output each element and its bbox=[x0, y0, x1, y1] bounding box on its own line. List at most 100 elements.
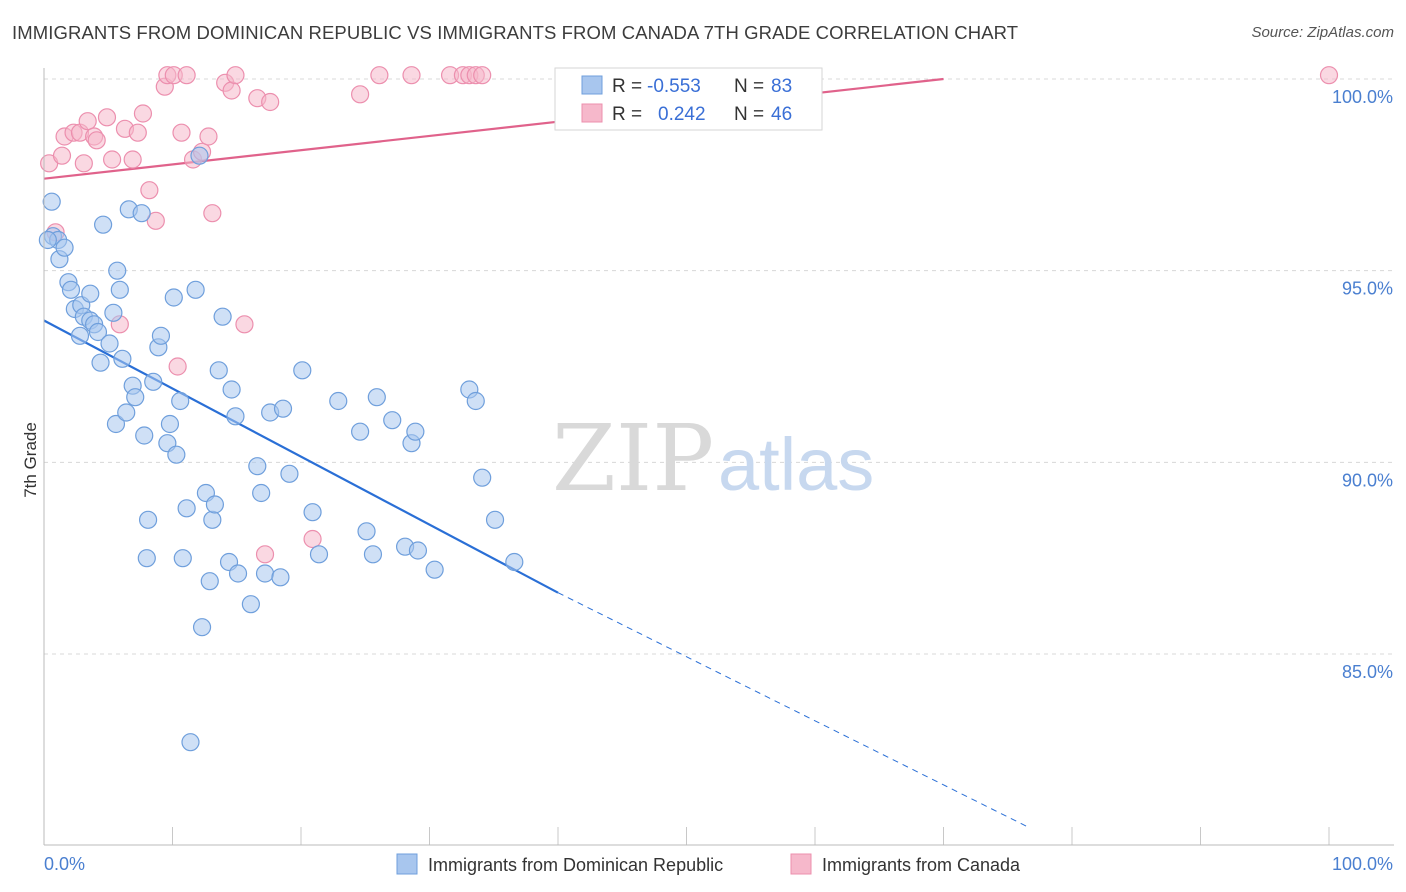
dominican-point bbox=[351, 422, 370, 441]
dominican-point bbox=[177, 499, 196, 518]
dominican-point bbox=[42, 192, 61, 211]
dominican-point bbox=[383, 411, 402, 430]
stats-swatch-blue bbox=[581, 75, 603, 95]
canada-point bbox=[203, 204, 222, 223]
watermark-atlas: atlas bbox=[718, 423, 874, 506]
x-tick-label-max: 100.0% bbox=[1332, 854, 1393, 874]
canada-point bbox=[261, 92, 280, 112]
canada-point bbox=[226, 66, 245, 85]
dominican-point bbox=[293, 361, 312, 380]
source-label: Source: ZipAtlas.com bbox=[1251, 24, 1394, 41]
dominican-point bbox=[171, 391, 190, 411]
canada-point bbox=[52, 146, 72, 165]
dominican-point bbox=[132, 204, 151, 223]
dominican-point bbox=[226, 407, 245, 426]
dominican-point bbox=[271, 568, 290, 587]
dominican-point bbox=[473, 468, 492, 487]
stats-n-label-1: N = bbox=[734, 76, 764, 97]
stats-n-value-2: 46 bbox=[771, 104, 792, 125]
dominican-point bbox=[192, 618, 212, 637]
canada-point bbox=[199, 127, 218, 146]
dominican-point bbox=[113, 349, 132, 368]
dominican-point bbox=[357, 522, 376, 541]
legend-label-canada: Immigrants from Canada bbox=[822, 855, 1021, 875]
legend: Immigrants from Dominican Republic Immig… bbox=[396, 853, 1021, 875]
dominican-point bbox=[151, 326, 171, 345]
dominican-point bbox=[363, 545, 383, 564]
trend-lines bbox=[43, 77, 1028, 827]
canada-point bbox=[146, 211, 165, 230]
stats-r-label-1: R = bbox=[612, 76, 642, 97]
dominican-point bbox=[91, 353, 110, 372]
stats-r-value-2: 0.242 bbox=[658, 104, 706, 125]
canada-point bbox=[402, 66, 421, 85]
canada-point bbox=[140, 181, 159, 200]
canada-point bbox=[103, 150, 122, 169]
dominican-point bbox=[61, 280, 81, 299]
dominican-point bbox=[273, 399, 293, 418]
canada-point bbox=[97, 108, 117, 127]
dominican-point bbox=[205, 495, 225, 514]
dominican-point bbox=[88, 322, 108, 342]
dominican-point bbox=[505, 552, 524, 572]
canada-point bbox=[1319, 66, 1339, 85]
canada-point bbox=[133, 104, 153, 123]
canada-point bbox=[235, 315, 254, 334]
dominican-point bbox=[104, 303, 123, 322]
dominican-point bbox=[309, 545, 329, 564]
dominican-point bbox=[144, 372, 163, 391]
y-tick-label: 90.0% bbox=[1342, 470, 1393, 490]
dominican-point bbox=[213, 307, 232, 326]
dominican-point bbox=[485, 510, 505, 529]
stats-r-value-1: -0.553 bbox=[647, 76, 701, 97]
chart-title: IMMIGRANTS FROM DOMINICAN REPUBLIC VS IM… bbox=[12, 22, 1019, 43]
dominican-point bbox=[110, 280, 129, 299]
canada-point bbox=[74, 154, 93, 173]
dominican-point bbox=[181, 733, 200, 752]
legend-swatch-canada bbox=[790, 853, 812, 875]
stats-n-label-2: N = bbox=[734, 104, 764, 125]
stats-box: R = -0.553 N = 83 R = 0.242 N = 46 bbox=[554, 67, 823, 131]
legend-label-dominican: Immigrants from Dominican Republic bbox=[428, 855, 723, 875]
legend-swatch-dominican bbox=[396, 853, 418, 875]
canada-point bbox=[351, 85, 370, 104]
canada-point bbox=[303, 529, 322, 549]
y-tick-label: 100.0% bbox=[1332, 87, 1393, 107]
dominican-point bbox=[241, 595, 260, 614]
dominican-point bbox=[255, 564, 275, 583]
canada-point bbox=[222, 81, 241, 100]
trend-line-dominican-extension bbox=[557, 592, 1028, 827]
watermark: ZIP atlas bbox=[552, 405, 874, 512]
y-tick-label: 95.0% bbox=[1342, 279, 1393, 299]
stats-n-value-1: 83 bbox=[771, 76, 792, 97]
dominican-point bbox=[406, 422, 425, 441]
dominican-point bbox=[135, 426, 154, 445]
dominican-point bbox=[106, 414, 126, 434]
dominican-point bbox=[173, 549, 192, 568]
y-tick-label: 85.0% bbox=[1342, 662, 1393, 682]
dominican-point bbox=[70, 326, 90, 345]
dominican-point bbox=[329, 391, 348, 411]
dominican-point bbox=[81, 284, 100, 303]
dominican-point bbox=[303, 503, 322, 522]
canada-point bbox=[177, 66, 196, 85]
dominican-point bbox=[200, 572, 219, 591]
canada-point bbox=[87, 131, 106, 150]
dominican-point bbox=[160, 414, 180, 434]
canada-point bbox=[168, 357, 187, 376]
dominican-point bbox=[280, 464, 299, 483]
series-canada-points bbox=[40, 66, 1339, 564]
dominican-point bbox=[466, 391, 485, 411]
canada-point bbox=[123, 150, 142, 169]
y-tick-labels: 100.0% 95.0% 90.0% 85.0% bbox=[1332, 87, 1393, 682]
canada-point bbox=[172, 123, 191, 142]
canada-point bbox=[473, 66, 492, 85]
canada-point bbox=[78, 112, 97, 131]
dominican-point bbox=[94, 215, 113, 234]
dominican-point bbox=[190, 146, 209, 165]
dominican-point bbox=[425, 560, 444, 579]
dominican-point bbox=[209, 361, 228, 380]
grid-lines bbox=[44, 78, 1394, 655]
dominican-point bbox=[248, 457, 267, 476]
dominican-point bbox=[252, 483, 271, 503]
